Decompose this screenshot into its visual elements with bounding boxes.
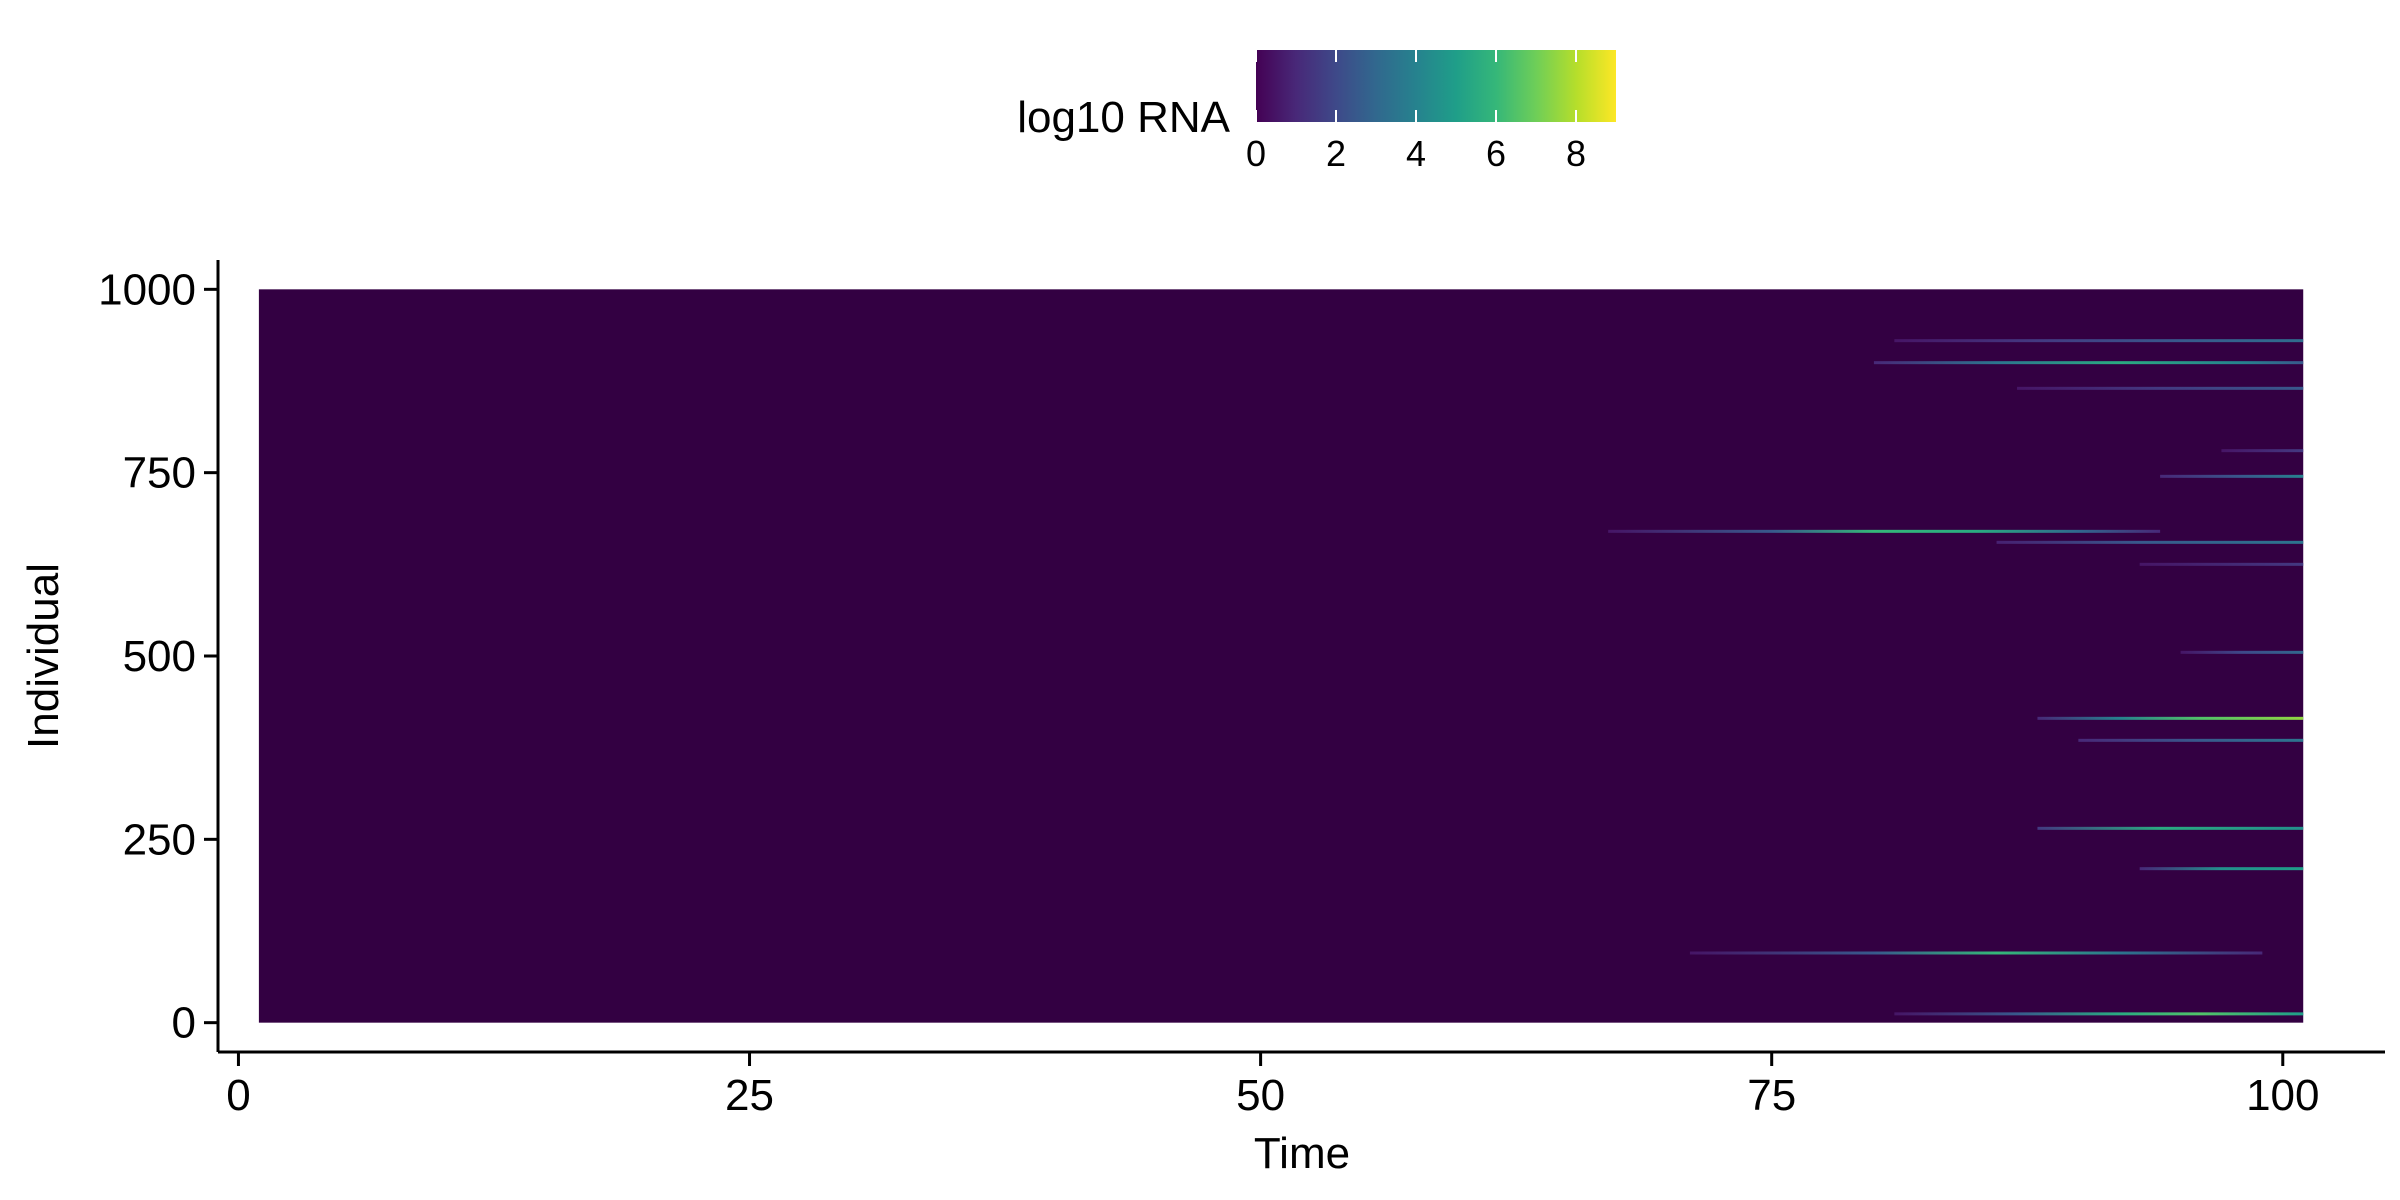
y-axis-ticks: 0 250 500 750 1000 xyxy=(98,265,218,1048)
heatmap-row xyxy=(1873,361,2304,365)
heatmap-row xyxy=(1894,339,2304,343)
colorbar-tick-label: 2 xyxy=(1326,133,1346,174)
heatmap-row xyxy=(2139,867,2304,871)
y-tick-label: 250 xyxy=(123,815,196,864)
heatmap-row xyxy=(2017,386,2304,390)
heatmap-row xyxy=(2221,449,2304,453)
y-tick-label: 500 xyxy=(123,632,196,681)
plot-panel xyxy=(258,289,2304,1023)
heatmap-rows xyxy=(1608,339,2304,1016)
heatmap-row xyxy=(2160,474,2304,478)
heatmap-row xyxy=(2037,826,2304,830)
heatmap-row xyxy=(1894,1012,2304,1016)
heatmap-row xyxy=(2037,716,2304,720)
colorbar-tick-label: 8 xyxy=(1566,133,1586,174)
x-tick-label: 75 xyxy=(1747,1071,1796,1120)
x-tick-label: 25 xyxy=(725,1071,774,1120)
legend-title: log10 RNA xyxy=(1017,93,1230,142)
heatmap-row xyxy=(1996,540,2304,544)
y-tick-label: 750 xyxy=(123,449,196,498)
axes: 0 25 50 75 100 0 250 500 750 1000 Time Individua… xyxy=(19,260,2385,1178)
colorbar-tick-label: 4 xyxy=(1406,133,1426,174)
y-tick-label: 0 xyxy=(172,999,196,1048)
x-tick-label: 50 xyxy=(1236,1071,1285,1120)
x-tick-label: 100 xyxy=(2246,1071,2319,1120)
heatmap-row xyxy=(2078,738,2304,742)
heatmap-row xyxy=(2139,562,2304,566)
heatmap-row xyxy=(1608,529,2161,533)
x-axis-label: Time xyxy=(1254,1129,1350,1178)
x-tick-label: 0 xyxy=(226,1071,250,1120)
color-legend: log10 RNA 0 2 4 6 8 xyxy=(1017,50,1616,174)
x-axis-ticks: 0 25 50 75 100 xyxy=(226,1052,2319,1120)
heatmap-row xyxy=(1689,951,2263,955)
colorbar xyxy=(1256,50,1616,122)
y-tick-label: 1000 xyxy=(98,265,196,314)
heatmap-background xyxy=(258,289,2304,1023)
colorbar-ticks: 0 2 4 6 8 xyxy=(1246,50,1586,174)
colorbar-tick-label: 0 xyxy=(1246,133,1266,174)
y-axis-label: Individual xyxy=(19,563,68,749)
colorbar-tick-label: 6 xyxy=(1486,133,1506,174)
heatmap-row xyxy=(2180,650,2304,654)
